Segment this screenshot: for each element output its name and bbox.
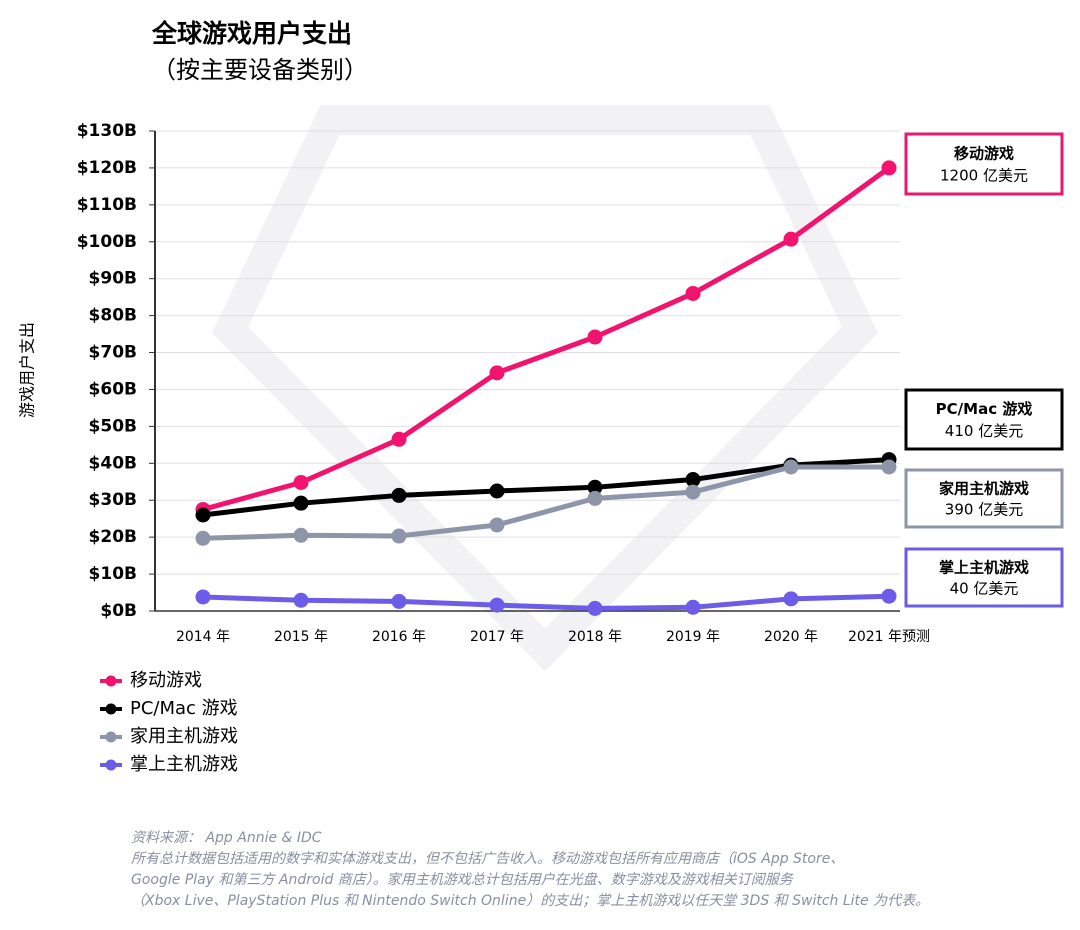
source-note: （Xbox Live、PlayStation Plus 和 Nintendo S… bbox=[131, 893, 929, 909]
data-point bbox=[685, 599, 701, 615]
data-point bbox=[391, 528, 407, 544]
callout-title: 移动游戏 bbox=[954, 144, 1014, 162]
data-point bbox=[293, 527, 309, 543]
source-note: Google Play 和第三方 Android 商店）。家用主机游戏总计包括用… bbox=[131, 872, 794, 888]
data-point bbox=[489, 365, 505, 381]
data-point bbox=[881, 459, 897, 475]
legend-marker bbox=[105, 759, 117, 771]
x-tick-label: 2016 年 bbox=[372, 629, 426, 645]
data-point bbox=[685, 285, 701, 301]
x-tick-label: 2018 年 bbox=[568, 629, 622, 645]
legend-label: 掌上主机游戏 bbox=[130, 754, 238, 775]
x-tick-label: 2019 年 bbox=[666, 629, 720, 645]
watermark bbox=[211, 105, 879, 672]
data-point bbox=[293, 475, 309, 491]
chart-subtitle: （按主要设备类别） bbox=[152, 56, 368, 84]
data-point bbox=[587, 479, 603, 495]
data-point bbox=[685, 484, 701, 500]
data-point bbox=[195, 589, 211, 605]
x-tick-label: 2021 年预测 bbox=[848, 629, 930, 645]
data-point bbox=[391, 593, 407, 609]
data-point bbox=[293, 592, 309, 608]
y-tick-label: $20B bbox=[89, 527, 137, 547]
y-tick-label: $70B bbox=[89, 343, 137, 363]
data-point bbox=[489, 483, 505, 499]
data-point bbox=[881, 588, 897, 604]
data-point bbox=[783, 459, 799, 475]
series-line bbox=[202, 593, 890, 611]
y-tick-label: $60B bbox=[89, 379, 137, 399]
data-point bbox=[685, 472, 701, 488]
callout-text: 1200 亿美元 bbox=[940, 167, 1028, 185]
legend-marker bbox=[105, 731, 117, 743]
data-point bbox=[783, 591, 799, 607]
data-point bbox=[587, 490, 603, 506]
x-tick-label: 2014 年 bbox=[176, 629, 230, 645]
y-tick-label: $120B bbox=[77, 158, 137, 178]
data-point bbox=[293, 495, 309, 511]
data-point bbox=[489, 597, 505, 613]
data-point bbox=[391, 431, 407, 447]
y-tick-label: $130B bbox=[77, 121, 137, 141]
data-point bbox=[783, 231, 799, 247]
data-point bbox=[881, 160, 897, 176]
callout-title: 掌上主机游戏 bbox=[939, 558, 1029, 576]
data-point bbox=[587, 600, 603, 616]
series-line bbox=[202, 464, 889, 541]
data-point bbox=[587, 329, 603, 345]
y-tick-label: $110B bbox=[77, 195, 137, 215]
y-tick-label: $90B bbox=[89, 269, 137, 289]
data-point bbox=[195, 530, 211, 546]
y-tick-label: $30B bbox=[89, 490, 137, 510]
x-tick-label: 2015 年 bbox=[274, 629, 328, 645]
legend-label: PC/Mac 游戏 bbox=[130, 698, 238, 719]
callout-title: 家用主机游戏 bbox=[939, 479, 1029, 497]
y-tick-label: $40B bbox=[89, 453, 137, 473]
legend-label: 家用主机游戏 bbox=[130, 726, 238, 747]
data-point bbox=[391, 487, 407, 503]
y-tick-label: $0B bbox=[100, 601, 137, 621]
callout-box bbox=[904, 547, 1064, 608]
legend-marker bbox=[105, 703, 117, 715]
y-tick-label: $50B bbox=[89, 416, 137, 436]
source-note: 资料来源： App Annie & IDC bbox=[131, 830, 322, 846]
callout-box bbox=[904, 132, 1064, 196]
y-tick-label: $100B bbox=[77, 232, 137, 252]
series-line bbox=[202, 165, 891, 512]
legend-marker bbox=[105, 675, 117, 687]
x-tick-label: 2020 年 bbox=[764, 629, 818, 645]
series-line bbox=[202, 457, 890, 518]
callout-box bbox=[904, 468, 1064, 529]
chart-title: 全球游戏用户支出 bbox=[151, 19, 352, 48]
callout-text: 410 亿美元 bbox=[945, 422, 1023, 440]
source-note: 所有总计数据包括适用的数字和实体游戏支出，但不包括广告收入。移动游戏包括所有应用… bbox=[131, 851, 844, 867]
legend-label: 移动游戏 bbox=[130, 670, 202, 691]
x-tick-label: 2017 年 bbox=[470, 629, 524, 645]
y-axis-label: 游戏用户支出 bbox=[18, 322, 37, 418]
callout-box bbox=[904, 388, 1064, 451]
y-tick-label: $80B bbox=[89, 306, 137, 326]
callout-text: 40 亿美元 bbox=[950, 579, 1019, 597]
callout-title: PC/Mac 游戏 bbox=[936, 400, 1033, 418]
y-tick-label: $10B bbox=[89, 564, 137, 584]
data-point bbox=[489, 517, 505, 533]
callout-text: 390 亿美元 bbox=[945, 500, 1023, 518]
data-point bbox=[195, 507, 211, 523]
